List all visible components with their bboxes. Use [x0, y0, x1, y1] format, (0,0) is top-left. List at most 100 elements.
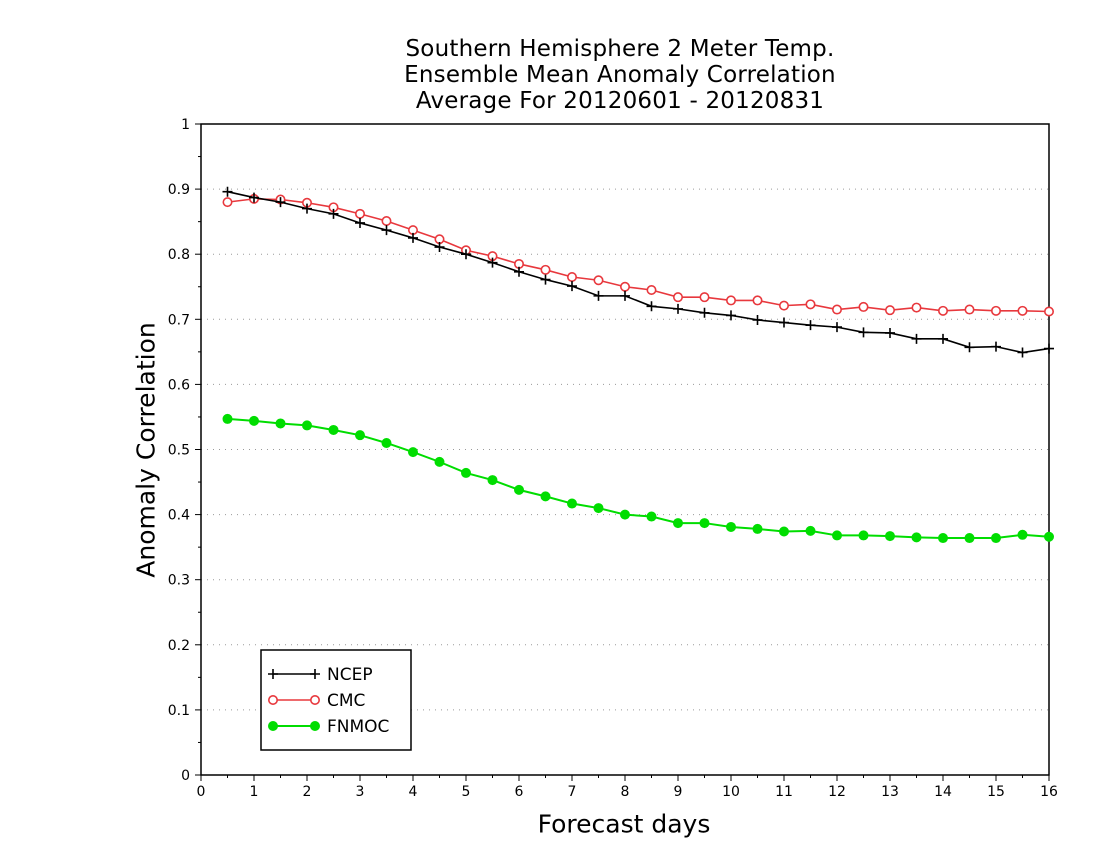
- point-cmc-22: [805, 299, 816, 310]
- point-ncep-14: [593, 290, 604, 301]
- point-ncep-15: [620, 290, 630, 301]
- y-tick-label-2: 0.2: [168, 638, 190, 654]
- x-tick-label-8: 8: [621, 784, 630, 800]
- point-fnmoc-7: [408, 447, 418, 458]
- point-fnmoc-29: [991, 533, 1001, 544]
- point-cmc-13: [566, 271, 577, 282]
- point-cmc-27: [937, 305, 948, 316]
- point-fnmoc-13: [567, 498, 577, 509]
- chart-title-line-2: Ensemble Mean Anomaly Correlation: [404, 62, 836, 88]
- point-cmc-19: [725, 295, 736, 306]
- point-ncep-10: [487, 257, 498, 268]
- x-tick-label-3: 3: [356, 784, 365, 800]
- point-fnmoc-17: [673, 518, 683, 529]
- point-cmc-0: [222, 197, 233, 208]
- point-ncep-5: [355, 217, 365, 228]
- series-line-fnmoc: [227, 417, 1050, 540]
- x-tick-label-0: 0: [197, 784, 206, 800]
- series-line-cmc: [227, 198, 1050, 313]
- point-fnmoc-0: [222, 413, 233, 424]
- point-fnmoc-22: [805, 525, 816, 536]
- legend-marker-right-ncep: [310, 669, 320, 679]
- point-fnmoc-14: [593, 503, 604, 514]
- point-ncep-29: [991, 341, 1001, 352]
- point-ncep-24: [858, 327, 869, 338]
- point-ncep-25: [885, 327, 895, 338]
- legend-marker-right-fnmoc: [310, 721, 320, 731]
- y-tick-label-8: 0.8: [168, 247, 190, 263]
- legend-marker-left-ncep: [268, 669, 278, 679]
- x-tick-label-9: 9: [674, 784, 683, 800]
- point-cmc-5: [354, 208, 365, 219]
- point-fnmoc-3: [302, 420, 312, 431]
- y-tick-label-9: 0.9: [168, 182, 190, 198]
- point-ncep-22: [805, 320, 816, 331]
- point-cmc-23: [831, 304, 842, 315]
- x-tick-label-10: 10: [722, 784, 740, 800]
- y-tick-label-4: 0.4: [168, 508, 190, 524]
- point-cmc-31: [1044, 306, 1055, 317]
- point-ncep-31: [1044, 343, 1054, 354]
- point-fnmoc-24: [858, 530, 869, 541]
- point-cmc-21: [778, 300, 789, 311]
- point-fnmoc-4: [328, 424, 339, 435]
- point-ncep-6: [381, 225, 392, 236]
- point-cmc-6: [381, 215, 392, 226]
- point-cmc-18: [699, 292, 710, 303]
- point-fnmoc-15: [620, 509, 630, 520]
- point-ncep-9: [461, 249, 471, 260]
- point-fnmoc-30: [1017, 529, 1028, 540]
- point-ncep-4: [328, 208, 339, 219]
- point-cmc-30: [1017, 305, 1028, 316]
- point-ncep-17: [673, 303, 683, 314]
- point-ncep-2: [275, 197, 286, 208]
- point-fnmoc-5: [355, 430, 365, 441]
- point-ncep-12: [540, 274, 551, 285]
- point-fnmoc-27: [938, 533, 948, 544]
- x-tick-label-14: 14: [934, 784, 952, 800]
- y-tick-label-5: 0.5: [168, 443, 190, 459]
- legend-marker-left-cmc: [267, 694, 278, 705]
- y-tick-label-3: 0.3: [168, 573, 190, 589]
- point-ncep-19: [726, 310, 736, 321]
- point-fnmoc-8: [434, 456, 445, 467]
- point-fnmoc-26: [911, 532, 922, 543]
- point-ncep-26: [911, 333, 922, 344]
- point-ncep-1: [249, 192, 259, 203]
- point-cmc-26: [911, 302, 922, 313]
- point-ncep-13: [567, 281, 577, 292]
- point-fnmoc-16: [646, 511, 657, 522]
- y-tick-label-7: 0.7: [168, 312, 190, 328]
- x-tick-label-2: 2: [303, 784, 312, 800]
- x-tick-label-15: 15: [987, 784, 1005, 800]
- x-tick-label-1: 1: [250, 784, 259, 800]
- point-cmc-14: [593, 275, 604, 286]
- point-cmc-16: [646, 285, 657, 296]
- legend-label-cmc: CMC: [327, 691, 365, 711]
- point-ncep-11: [514, 266, 524, 277]
- point-fnmoc-18: [699, 518, 710, 529]
- y-tick-label-0: 0: [181, 768, 190, 784]
- legend-box: [260, 649, 412, 751]
- point-fnmoc-25: [885, 531, 895, 542]
- point-fnmoc-2: [275, 418, 286, 429]
- point-cmc-28: [964, 304, 975, 315]
- point-fnmoc-11: [514, 484, 524, 495]
- legend-marker-left-fnmoc: [268, 721, 278, 731]
- point-ncep-3: [302, 203, 312, 214]
- point-ncep-28: [964, 342, 975, 353]
- point-ncep-8: [434, 242, 445, 253]
- point-cmc-17: [672, 292, 683, 303]
- point-fnmoc-21: [779, 526, 789, 537]
- point-ncep-27: [938, 333, 948, 344]
- point-cmc-15: [619, 281, 630, 292]
- point-fnmoc-28: [964, 533, 975, 544]
- legend-marker-right-cmc: [309, 694, 320, 705]
- point-fnmoc-1: [249, 415, 259, 426]
- x-tick-label-13: 13: [881, 784, 899, 800]
- point-ncep-7: [408, 232, 418, 243]
- point-ncep-30: [1017, 347, 1028, 358]
- x-tick-label-6: 6: [515, 784, 524, 800]
- point-cmc-20: [752, 295, 763, 306]
- y-tick-label-1: 0.1: [168, 703, 190, 719]
